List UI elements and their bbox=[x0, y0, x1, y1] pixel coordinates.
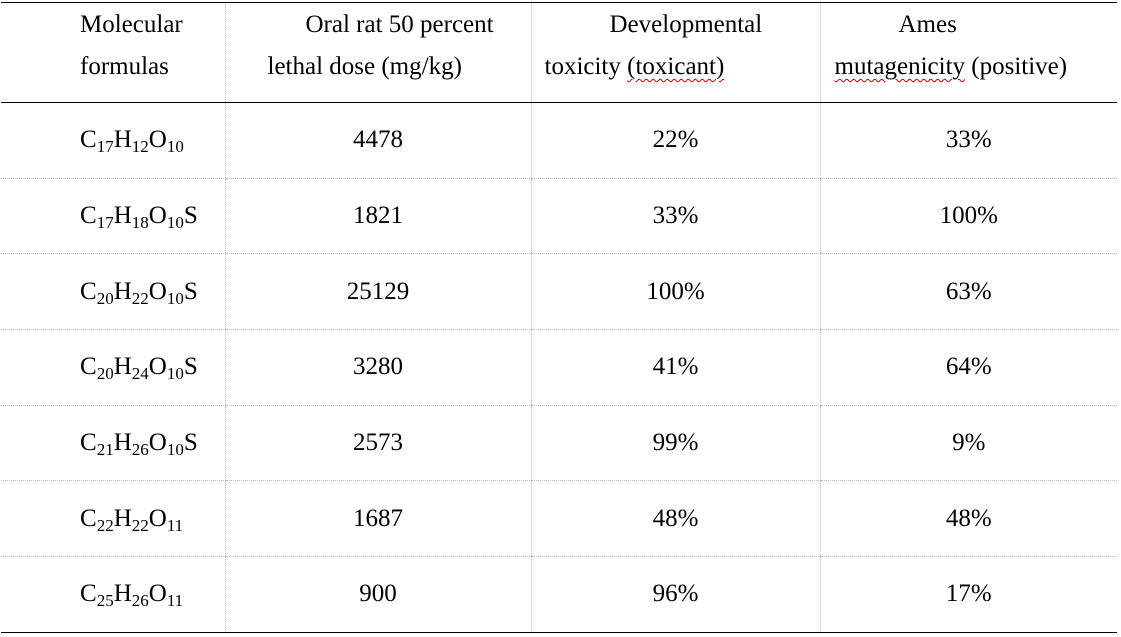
ld50-cell: 4478 bbox=[224, 102, 531, 179]
ld50-cell: 3280 bbox=[224, 329, 531, 406]
molecular-formula-cell: C22H22O11 bbox=[1, 480, 225, 558]
ames-mutagenicity-cell: 63% bbox=[819, 253, 1117, 331]
table-row: C22H22O11 1687 48% 48% bbox=[1, 480, 1117, 558]
molecular-formula-cell: C17H12O10 bbox=[1, 102, 225, 179]
ames-mutagenicity-cell: 17% bbox=[819, 556, 1117, 633]
developmental-toxicity-cell: 48% bbox=[530, 480, 820, 558]
header-ames-mutagenicity-line2: mutagenicity (positive) bbox=[834, 53, 1068, 80]
header-oral-rat-ld50: Oral rat 50 percent lethal dose (mg/kg) bbox=[224, 2, 531, 103]
table-row: C25H26O11 900 96% 17% bbox=[1, 556, 1117, 633]
developmental-toxicity-cell: 100% bbox=[530, 253, 820, 331]
ames-mutagenicity-cell: 100% bbox=[819, 178, 1117, 255]
table-row: C17H18O10S 1821 33% 100% bbox=[1, 178, 1117, 255]
ld50-cell: 1821 bbox=[224, 178, 531, 255]
ld50-cell: 900 bbox=[224, 556, 531, 633]
developmental-toxicity-cell: 96% bbox=[530, 556, 820, 633]
molecular-formula-cell: C20H22O10S bbox=[1, 253, 225, 331]
developmental-toxicity-cell: 41% bbox=[530, 329, 820, 406]
table-row: C17H12O10 4478 22% 33% bbox=[1, 102, 1117, 179]
ames-mutagenicity-cell: 48% bbox=[819, 480, 1117, 558]
developmental-toxicity-cell: 33% bbox=[530, 178, 820, 255]
ld50-cell: 25129 bbox=[224, 253, 531, 331]
molecular-formula-cell: C21H26O10S bbox=[1, 405, 225, 482]
ames-mutagenicity-cell: 9% bbox=[819, 405, 1117, 482]
developmental-toxicity-cell: 22% bbox=[530, 102, 820, 179]
developmental-toxicity-cell: 99% bbox=[530, 405, 820, 482]
ld50-cell: 1687 bbox=[224, 480, 531, 558]
molecular-formula-cell: C20H24O10S bbox=[1, 329, 225, 406]
table-row: C21H26O10S 2573 99% 9% bbox=[1, 405, 1117, 482]
table-row: C20H24O10S 3280 41% 64% bbox=[1, 329, 1117, 406]
molecular-formula-cell: C25H26O11 bbox=[1, 556, 225, 633]
header-molecular-formulas: Molecular formulas bbox=[1, 2, 225, 103]
header-developmental-toxicity: Developmental toxicity (toxicant) bbox=[530, 2, 820, 103]
header-developmental-toxicity-line2: toxicity (toxicant) bbox=[544, 53, 725, 80]
molecular-formula-cell: C17H18O10S bbox=[1, 178, 225, 255]
ames-mutagenicity-cell: 33% bbox=[819, 102, 1117, 179]
ames-mutagenicity-cell: 64% bbox=[819, 329, 1117, 406]
header-row: Molecular formulas Oral rat 50 percent l… bbox=[1, 2, 1117, 103]
ld50-cell: 2573 bbox=[224, 405, 531, 482]
header-ames-mutagenicity: Ames mutagenicity (positive) bbox=[819, 2, 1117, 103]
table-row: C20H22O10S 25129 100% 63% bbox=[1, 253, 1117, 331]
